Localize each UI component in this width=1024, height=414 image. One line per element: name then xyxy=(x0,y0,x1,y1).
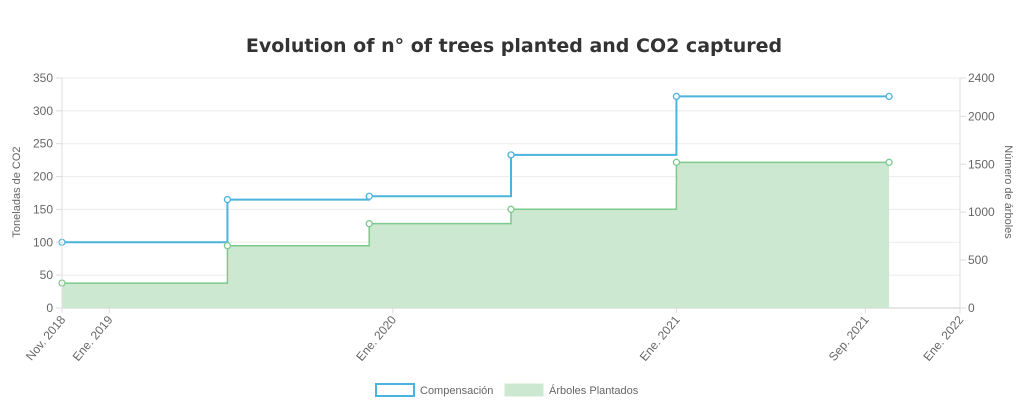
y-left-tick-label: 0 xyxy=(46,301,53,315)
y-left-tick-label: 300 xyxy=(33,104,53,118)
y-left-tick-label: 100 xyxy=(33,235,53,249)
point-compensacion xyxy=(885,92,893,101)
point-compensacion xyxy=(365,192,373,200)
point-compensacion xyxy=(223,195,232,204)
x-tick-label: Ene. 2019 xyxy=(70,313,116,364)
line-arboles-plantados xyxy=(62,161,890,284)
y-right-axis-title: Número de árboles xyxy=(1002,145,1014,239)
x-tick-label: Ene. 2021 xyxy=(637,313,683,364)
area-arboles-plantados xyxy=(62,162,890,308)
y-right-tick-label: 2400 xyxy=(968,71,995,85)
point-arboles-plantados xyxy=(672,158,681,166)
x-tick-label: Ene. 2020 xyxy=(353,313,399,364)
y-right-tick-label: 1500 xyxy=(968,157,995,171)
line-compensacion xyxy=(62,95,890,244)
y-right-tick-label: 1000 xyxy=(968,205,995,219)
point-arboles-plantados xyxy=(223,242,232,250)
point-compensacion xyxy=(672,92,681,101)
y-left-tick-label: 350 xyxy=(33,71,53,85)
x-tick-label: Ene. 2022 xyxy=(920,313,966,364)
legend-swatch-compensacion xyxy=(375,383,415,397)
legend-label-arboles: Árboles Plantados xyxy=(549,384,639,397)
y-left-tick-label: 50 xyxy=(40,268,54,282)
y-left-tick-label: 200 xyxy=(33,170,53,184)
x-tick-label: Sep. 2021 xyxy=(826,313,872,364)
legend: Compensación Árboles Plantados xyxy=(375,383,639,397)
x-tick-label: Nov. 2018 xyxy=(23,313,69,363)
y-right-tick-label: 500 xyxy=(968,253,988,267)
y-left-tick-label: 150 xyxy=(33,202,53,216)
point-arboles-plantados xyxy=(365,220,373,228)
area-layer xyxy=(62,162,890,308)
y-right-tick-label: 2000 xyxy=(968,109,995,123)
y-left-tick-label: 250 xyxy=(33,137,53,151)
point-arboles-plantados xyxy=(885,158,893,166)
line-layer xyxy=(62,95,890,284)
point-compensacion xyxy=(507,151,515,159)
y-left-axis-title: Toneladas de CO2 xyxy=(11,146,23,237)
chart-title: Evolution of n° of trees planted and CO2… xyxy=(246,35,782,57)
legend-label-compensacion: Compensación xyxy=(420,385,493,397)
point-arboles-plantados xyxy=(507,205,515,213)
legend-swatch-arboles xyxy=(504,383,544,397)
y-right-tick-label: 0 xyxy=(968,301,975,315)
